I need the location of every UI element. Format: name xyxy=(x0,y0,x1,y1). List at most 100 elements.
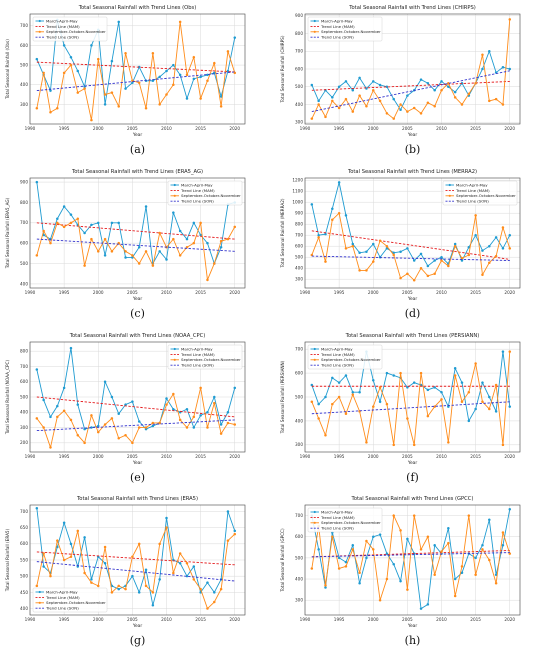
data-point-mam xyxy=(226,510,230,513)
y-tick-label: 500 xyxy=(20,394,28,399)
chart-panel: Total Seasonal Rainfall with Trend Lines… xyxy=(0,164,275,328)
y-axis-label: Total Seasonal Rainfall (ERA5_AG) xyxy=(5,197,10,269)
data-point-mam xyxy=(406,385,409,389)
data-point-mam xyxy=(151,604,155,607)
panel-caption: (e) xyxy=(129,470,146,484)
data-point-mam xyxy=(192,425,196,429)
data-point-son xyxy=(488,261,491,264)
legend-marker xyxy=(313,358,316,361)
data-point-mam xyxy=(165,257,168,261)
data-point-son xyxy=(117,436,120,439)
data-point-mam xyxy=(337,180,341,184)
chart-panel: Total Seasonal Rainfall with Trend Lines… xyxy=(275,491,550,655)
y-tick-label: 700 xyxy=(295,513,303,518)
data-point-mam xyxy=(440,80,443,83)
legend-marker xyxy=(313,30,316,33)
x-tick-label: 1990 xyxy=(300,454,311,459)
data-point-son xyxy=(62,71,66,75)
data-point-son xyxy=(219,105,223,108)
y-tick-label: 400 xyxy=(295,102,303,107)
data-point-son xyxy=(392,514,395,518)
data-point-mam xyxy=(358,251,361,254)
data-point-son xyxy=(385,578,389,581)
data-point-mam xyxy=(426,81,430,85)
data-point-mam xyxy=(392,251,395,254)
y-tick-label: 700 xyxy=(295,346,303,351)
data-point-mam xyxy=(385,246,389,250)
x-tick-label: 2015 xyxy=(195,290,206,295)
data-point-son xyxy=(137,262,141,265)
y-tick-label: 200 xyxy=(20,440,28,445)
y-tick-label: 600 xyxy=(295,370,303,375)
x-tick-label: 1990 xyxy=(25,290,36,295)
chart-title: Total Seasonal Rainfall with Trend Lines… xyxy=(345,333,480,339)
legend-marker xyxy=(313,521,316,525)
y-tick-label: 400 xyxy=(20,82,28,87)
data-point-mam xyxy=(351,89,355,92)
data-point-son xyxy=(226,421,230,424)
data-point-son xyxy=(501,531,505,534)
data-point-son xyxy=(144,249,148,253)
data-point-son xyxy=(76,529,80,533)
series-line-mam xyxy=(311,182,511,267)
data-point-mam xyxy=(474,233,477,237)
data-point-mam xyxy=(158,578,161,581)
data-point-son xyxy=(378,599,382,602)
data-point-son xyxy=(137,542,141,546)
data-point-son xyxy=(90,237,93,241)
data-point-mam xyxy=(460,259,464,262)
data-point-mam xyxy=(69,542,73,546)
data-point-son xyxy=(392,443,395,446)
data-point-mam xyxy=(35,180,39,184)
data-point-mam xyxy=(331,207,334,210)
series-line-son xyxy=(36,387,235,449)
data-point-son xyxy=(372,89,375,92)
series-line-son xyxy=(311,351,511,445)
data-point-son xyxy=(124,249,127,253)
data-point-son xyxy=(172,571,175,575)
y-tick-label: 500 xyxy=(295,556,303,561)
data-point-son xyxy=(406,416,409,420)
trend-line-son xyxy=(36,418,235,431)
legend-label: March-April-May xyxy=(321,346,353,351)
data-point-mam xyxy=(406,537,409,541)
y-tick-label: 300 xyxy=(20,102,28,107)
legend-label: Trend Line (SON) xyxy=(45,606,79,611)
data-point-son xyxy=(378,99,382,103)
data-point-mam xyxy=(144,568,148,572)
data-point-mam xyxy=(378,83,382,87)
trend-line-son xyxy=(36,561,235,582)
x-axis-label: Year xyxy=(132,132,142,138)
data-point-mam xyxy=(110,395,114,398)
data-point-mam xyxy=(192,77,196,81)
trend-line-son xyxy=(311,70,510,113)
y-tick-label: 700 xyxy=(20,220,28,225)
data-point-mam xyxy=(378,533,382,537)
y-tick-label: 400 xyxy=(295,418,303,423)
x-tick-label: 2005 xyxy=(127,617,138,622)
data-point-son xyxy=(481,273,484,276)
data-point-mam xyxy=(419,78,423,81)
data-point-mam xyxy=(372,242,375,245)
data-point-son xyxy=(488,99,491,103)
data-point-son xyxy=(419,266,423,270)
data-point-son xyxy=(103,422,107,426)
data-point-son xyxy=(344,411,348,415)
data-point-son xyxy=(392,117,395,120)
data-point-son xyxy=(508,18,512,21)
y-tick-label: 300 xyxy=(295,276,303,281)
x-tick-label: 2005 xyxy=(127,290,138,295)
data-point-son xyxy=(433,105,436,108)
y-tick-label: 500 xyxy=(20,62,28,67)
data-point-mam xyxy=(351,544,355,547)
x-tick-label: 2005 xyxy=(127,454,138,459)
data-point-son xyxy=(453,373,457,377)
data-point-son xyxy=(35,107,39,110)
legend-label: September-October-November xyxy=(321,520,381,525)
data-point-mam xyxy=(453,90,457,94)
data-point-son xyxy=(151,52,155,55)
data-point-son xyxy=(206,79,209,83)
data-point-son xyxy=(90,413,93,417)
data-point-mam xyxy=(83,231,86,234)
